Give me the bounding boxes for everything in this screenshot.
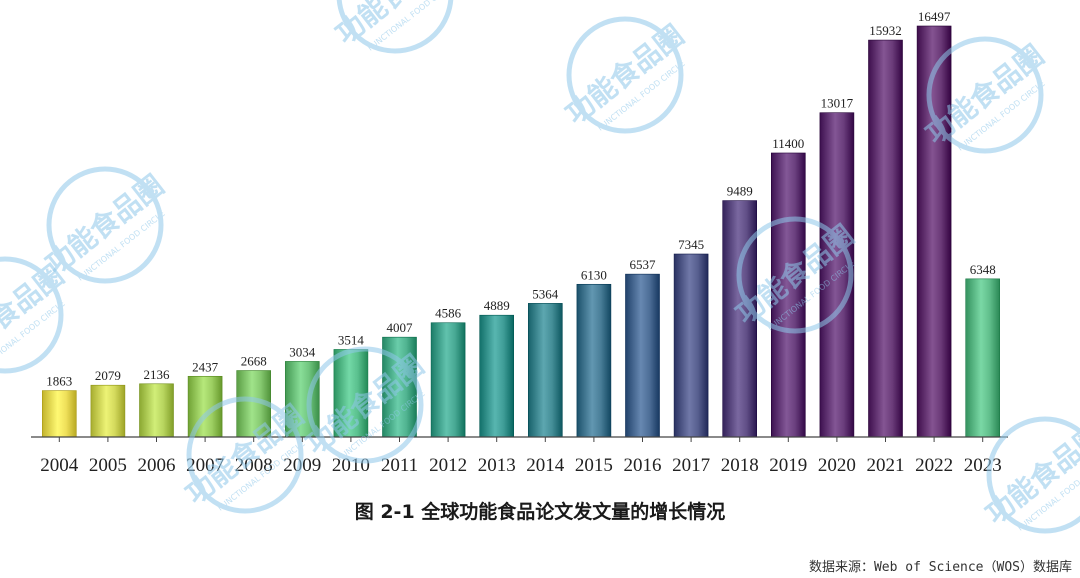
value-label-2021: 15932 bbox=[869, 23, 902, 38]
x-tick-label-2019: 2019 bbox=[769, 455, 807, 476]
bar-2023 bbox=[965, 278, 1001, 438]
x-tick-label-2020: 2020 bbox=[818, 455, 856, 476]
bars-group bbox=[41, 25, 1001, 438]
bar-2005 bbox=[90, 384, 126, 438]
value-label-2015: 6130 bbox=[581, 267, 607, 282]
x-tick-label-2012: 2012 bbox=[429, 455, 467, 476]
value-labels-group: 1863 2079 2136 2437 2668 3034 3514 4007 4586 4889… bbox=[46, 9, 995, 389]
x-tick-label-2011: 2011 bbox=[381, 455, 418, 476]
bar-2014 bbox=[527, 303, 563, 438]
value-label-2012: 4586 bbox=[435, 306, 462, 321]
value-label-2007: 2437 bbox=[192, 359, 219, 374]
bar-2022 bbox=[916, 25, 952, 438]
value-label-2006: 2136 bbox=[144, 367, 171, 382]
bar-2020 bbox=[819, 112, 855, 438]
bar-2016 bbox=[625, 273, 660, 438]
x-tick-label-2018: 2018 bbox=[721, 455, 759, 476]
bar-2007 bbox=[187, 375, 223, 438]
x-tick-label-2013: 2013 bbox=[478, 455, 516, 476]
x-tick-label-2014: 2014 bbox=[526, 455, 565, 476]
bar-2010 bbox=[333, 349, 369, 438]
value-label-2005: 2079 bbox=[95, 368, 121, 383]
x-tick-label-2010: 2010 bbox=[332, 455, 370, 476]
bar-2013 bbox=[479, 314, 515, 438]
bar-chart: 1863 2079 2136 2437 2668 3034 3514 4007 4586 4889… bbox=[31, 9, 1008, 476]
bar-2019 bbox=[770, 152, 806, 438]
x-tick-labels-group: 2004 2005 2006 2007 2008 2009 2010 2011 2012 2013… bbox=[40, 455, 1001, 476]
value-label-2020: 13017 bbox=[821, 96, 854, 111]
value-label-2011: 4007 bbox=[387, 320, 414, 335]
bar-2011 bbox=[382, 336, 417, 438]
value-label-2004: 1863 bbox=[46, 374, 72, 389]
x-ticks-group bbox=[58, 437, 984, 442]
source-note: 数据来源：Web of Science（WOS）数据库 bbox=[808, 560, 1072, 575]
value-label-2010: 3514 bbox=[338, 332, 365, 347]
x-tick-label-2009: 2009 bbox=[283, 455, 321, 476]
bar-2008 bbox=[236, 370, 271, 438]
bar-2017 bbox=[673, 253, 709, 438]
bar-2018 bbox=[722, 200, 758, 438]
value-label-2018: 9489 bbox=[727, 184, 753, 199]
x-tick-label-2006: 2006 bbox=[138, 455, 176, 476]
value-label-2008: 2668 bbox=[241, 354, 267, 369]
x-tick-label-2021: 2021 bbox=[867, 455, 905, 476]
x-tick-label-2008: 2008 bbox=[235, 455, 273, 476]
value-label-2022: 16497 bbox=[918, 9, 951, 24]
x-tick-label-2017: 2017 bbox=[672, 455, 710, 476]
chart-title: 图 2-1 全球功能食品论文发文量的增长情况 bbox=[354, 501, 726, 523]
value-label-2014: 5364 bbox=[532, 286, 559, 301]
x-tick-label-2005: 2005 bbox=[89, 455, 127, 476]
bar-2015 bbox=[576, 283, 612, 438]
value-label-2019: 11400 bbox=[772, 136, 804, 151]
bar-2006 bbox=[139, 383, 174, 438]
value-label-2017: 7345 bbox=[678, 237, 704, 252]
bar-2012 bbox=[430, 322, 466, 438]
x-tick-label-2004: 2004 bbox=[40, 455, 79, 476]
value-label-2016: 6537 bbox=[630, 257, 657, 272]
x-tick-label-2022: 2022 bbox=[915, 455, 953, 476]
x-tick-label-2016: 2016 bbox=[624, 455, 662, 476]
value-label-2023: 6348 bbox=[970, 262, 996, 277]
x-tick-label-2015: 2015 bbox=[575, 455, 613, 476]
bar-2021 bbox=[868, 39, 903, 438]
bar-2004 bbox=[41, 390, 77, 438]
value-label-2009: 3034 bbox=[289, 344, 316, 359]
x-tick-label-2023: 2023 bbox=[964, 455, 1002, 476]
x-tick-label-2007: 2007 bbox=[186, 455, 224, 476]
bar-2009 bbox=[284, 361, 320, 438]
value-label-2013: 4889 bbox=[484, 298, 510, 313]
